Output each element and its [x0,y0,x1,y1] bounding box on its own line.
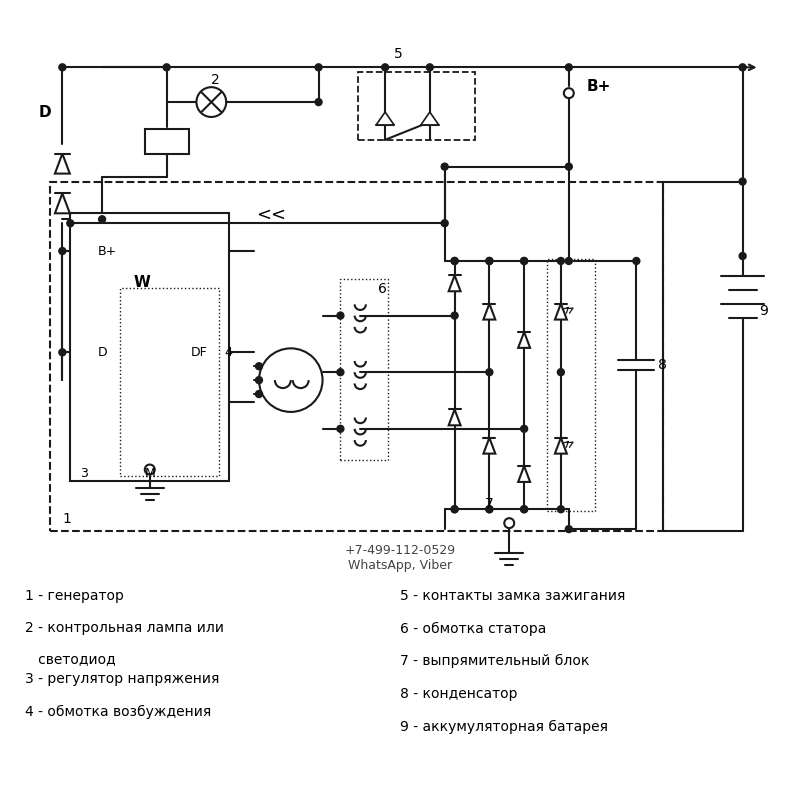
Circle shape [255,362,262,370]
Text: 2: 2 [211,74,220,87]
Circle shape [486,258,493,265]
Circle shape [739,253,746,259]
Circle shape [566,526,572,533]
Circle shape [337,426,344,432]
Text: 3: 3 [80,467,88,480]
Circle shape [382,64,389,71]
Polygon shape [376,112,394,125]
Text: D: D [98,346,108,359]
Circle shape [451,312,458,319]
Circle shape [315,98,322,106]
Polygon shape [483,438,495,454]
Text: M: M [144,467,155,480]
Circle shape [451,506,458,513]
Circle shape [337,369,344,376]
Circle shape [337,312,344,319]
Text: 1 - генератор: 1 - генератор [25,589,123,602]
Circle shape [255,377,262,384]
Circle shape [521,426,528,432]
Text: DF: DF [191,346,208,359]
Circle shape [486,506,493,513]
Circle shape [59,247,66,254]
Circle shape [163,64,170,71]
Circle shape [315,64,322,71]
Bar [341,279,388,459]
Text: 9: 9 [759,304,768,318]
Text: светодиод: светодиод [25,652,115,666]
Circle shape [521,258,528,265]
Circle shape [59,64,66,71]
Bar [120,288,219,477]
Circle shape [521,258,528,265]
Text: B+: B+ [98,245,118,258]
Circle shape [451,258,458,265]
Circle shape [426,64,434,71]
Text: 4 - обмотка возбуждения: 4 - обмотка возбуждения [25,705,211,719]
Circle shape [558,506,564,513]
Circle shape [451,258,458,265]
Text: 1: 1 [62,512,71,526]
Text: 3 - регулятор напряжения: 3 - регулятор напряжения [25,672,219,686]
Text: 7: 7 [485,498,494,511]
Text: WhatsApp, Viber: WhatsApp, Viber [348,559,452,572]
Text: 7 - выпрямительный блок: 7 - выпрямительный блок [400,654,590,668]
Text: 9 - аккумуляторная батарея: 9 - аккумуляторная батарея [400,720,608,734]
Circle shape [566,163,572,170]
Circle shape [255,390,262,398]
Circle shape [451,506,458,513]
Text: 5: 5 [394,47,402,62]
Circle shape [558,258,564,265]
Polygon shape [555,304,567,319]
Text: 2 - контрольная лампа или: 2 - контрольная лампа или [25,622,224,635]
Bar [358,72,475,140]
Text: <<: << [256,206,286,224]
Circle shape [98,216,106,222]
Circle shape [486,369,493,376]
Polygon shape [55,154,70,174]
Polygon shape [518,466,530,482]
Bar [50,182,663,531]
Text: 8: 8 [658,358,667,372]
Circle shape [739,178,746,185]
Circle shape [566,64,572,71]
Circle shape [521,506,528,513]
Text: D: D [38,105,50,119]
Circle shape [558,369,564,376]
Bar [547,259,594,511]
Polygon shape [483,304,495,319]
Polygon shape [449,410,461,426]
Text: B+: B+ [586,78,611,94]
Circle shape [442,163,448,170]
Circle shape [739,64,746,71]
Circle shape [521,506,528,513]
Text: 4: 4 [224,346,232,359]
Text: W: W [134,275,150,290]
Polygon shape [55,194,70,214]
Text: 6: 6 [378,282,386,296]
Polygon shape [449,275,461,291]
Circle shape [67,220,74,226]
Circle shape [633,258,640,265]
Polygon shape [555,438,567,454]
Circle shape [442,220,448,226]
Text: 8 - конденсатор: 8 - конденсатор [400,687,518,701]
Text: +7-499-112-0529: +7-499-112-0529 [345,545,455,558]
Circle shape [486,506,493,513]
Text: 6 - обмотка статора: 6 - обмотка статора [400,622,546,635]
Bar [145,129,190,154]
Circle shape [486,258,493,265]
Polygon shape [518,332,530,348]
Circle shape [566,258,572,265]
Bar [70,214,229,482]
Circle shape [59,349,66,356]
Text: 5 - контакты замка зажигания: 5 - контакты замка зажигания [400,589,626,602]
Polygon shape [421,112,438,125]
